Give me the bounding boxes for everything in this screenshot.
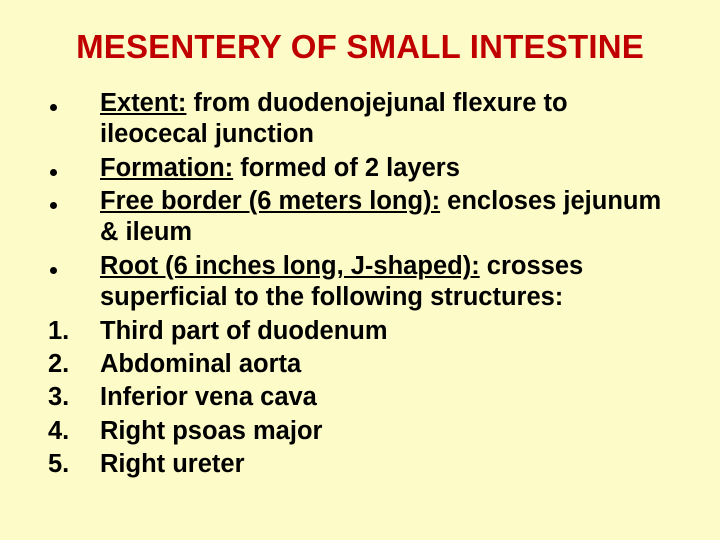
- item-number: 4.: [42, 416, 100, 447]
- bullet-icon: [42, 251, 100, 282]
- list-item: 1. Third part of duodenum: [42, 316, 678, 347]
- list-item: 4. Right psoas major: [42, 416, 678, 447]
- item-text: Right psoas major: [100, 417, 322, 445]
- bullet-icon: [42, 153, 100, 184]
- list-item: Root (6 inches long, J-shaped): crosses …: [42, 251, 678, 314]
- list-item-content: Free border (6 meters long): encloses je…: [100, 186, 678, 249]
- list-item-content: Abdominal aorta: [100, 349, 678, 380]
- item-number: 1.: [42, 316, 100, 347]
- item-text: Third part of duodenum: [100, 317, 388, 345]
- bullet-icon: [42, 88, 100, 119]
- item-text: Abdominal aorta: [100, 350, 301, 378]
- list-item-content: Inferior vena cava: [100, 382, 678, 413]
- list-item-content: Third part of duodenum: [100, 316, 678, 347]
- slide-body: Extent: from duodenojejunal flexure to i…: [42, 88, 678, 482]
- list-item-content: Root (6 inches long, J-shaped): crosses …: [100, 251, 678, 314]
- item-number: 5.: [42, 449, 100, 480]
- list-item: 2. Abdominal aorta: [42, 349, 678, 380]
- item-text: Right ureter: [100, 450, 245, 478]
- list-item: Extent: from duodenojejunal flexure to i…: [42, 88, 678, 151]
- list-item: Formation: formed of 2 layers: [42, 153, 678, 184]
- item-label: Root (6 inches long, J-shaped):: [100, 252, 480, 280]
- item-label: Free border (6 meters long):: [100, 187, 440, 215]
- list-item-content: Right ureter: [100, 449, 678, 480]
- bullet-icon: [42, 186, 100, 217]
- list-item-content: Extent: from duodenojejunal flexure to i…: [100, 88, 678, 151]
- item-text: formed of 2 layers: [233, 154, 460, 182]
- item-label: Extent:: [100, 89, 186, 117]
- list-item-content: Formation: formed of 2 layers: [100, 153, 678, 184]
- item-text: Inferior vena cava: [100, 383, 317, 411]
- list-item: 3. Inferior vena cava: [42, 382, 678, 413]
- slide-title: MESENTERY OF SMALL INTESTINE: [42, 28, 678, 66]
- list-item: Free border (6 meters long): encloses je…: [42, 186, 678, 249]
- item-label: Formation:: [100, 154, 233, 182]
- list-item-content: Right psoas major: [100, 416, 678, 447]
- item-number: 2.: [42, 349, 100, 380]
- list-item: 5. Right ureter: [42, 449, 678, 480]
- item-number: 3.: [42, 382, 100, 413]
